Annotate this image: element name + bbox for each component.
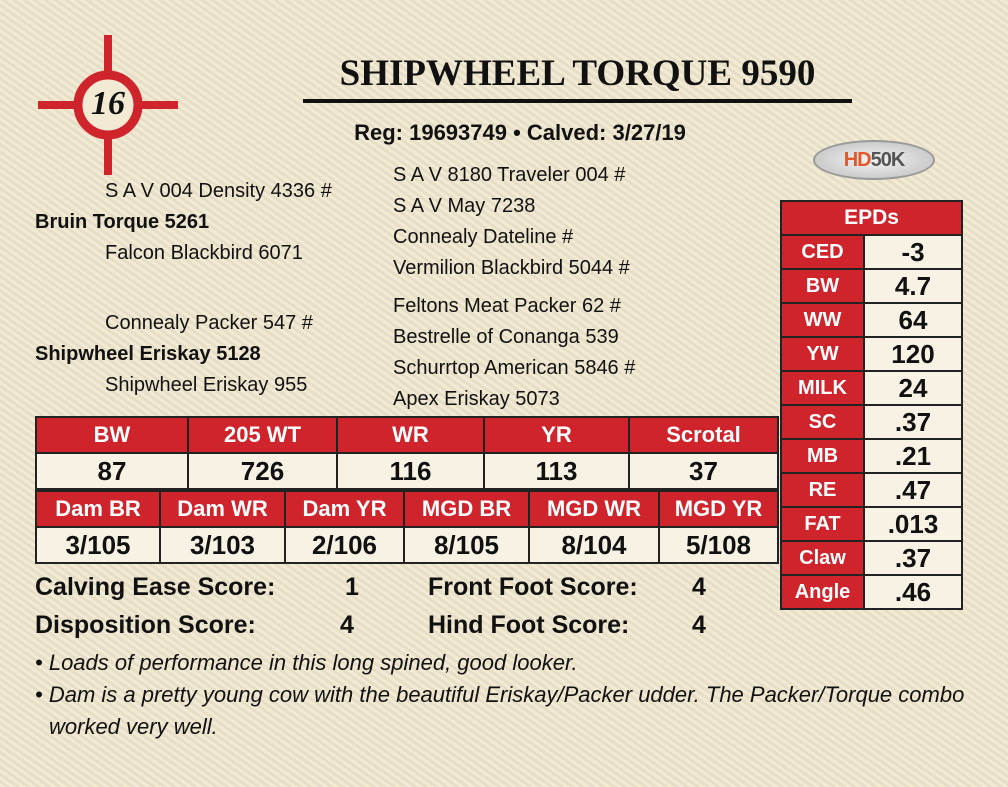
dam-perf-value: 5/108 (658, 526, 779, 564)
epd-row: Angle .46 (780, 574, 963, 610)
perf-value: 116 (336, 452, 485, 490)
animal-name: SHIPWHEEL TORQUE 9590 (303, 52, 852, 103)
epd-label: RE (780, 472, 865, 508)
dam-sire: Connealy Packer 547 # (105, 312, 313, 334)
dam-performance-table: Dam BR Dam WR Dam YR MGD BR MGD WR MGD YR 3/1… (35, 490, 779, 564)
epd-row: RE .47 (780, 472, 963, 508)
logo-text-hd: HD (843, 149, 872, 171)
note-1: • Loads of performance in this long spin… (35, 650, 578, 675)
note-text: Dam is a pretty young cow with the beaut… (48, 682, 965, 739)
performance-table: BW 205 WT WR YR Scrotal 87 726 116 113 37 (35, 416, 779, 490)
epd-value: .013 (863, 506, 963, 542)
epd-row: BW 4.7 (780, 268, 963, 304)
calving-ease-label: Calving Ease Score: (35, 573, 276, 601)
epd-row: Claw .37 (780, 540, 963, 576)
epd-row: CED -3 (780, 234, 963, 270)
epd-value: .46 (863, 574, 963, 610)
dam-perf-header: Dam YR (284, 490, 405, 528)
hind-foot-label: Hind Foot Score: (428, 611, 630, 639)
front-foot-score: 4 (692, 573, 706, 601)
dam-perf-header: MGD YR (658, 490, 779, 528)
epd-label: CED (780, 234, 865, 270)
sire-dam: Falcon Blackbird 6071 (105, 242, 303, 264)
sire-dam-sire: Connealy Dateline # (393, 226, 574, 248)
registration-line: Reg: 19693749 • Calved: 3/27/19 (354, 120, 686, 145)
epd-label: Angle (780, 574, 865, 610)
dam-perf-value: 3/105 (35, 526, 161, 564)
front-foot-label: Front Foot Score: (428, 573, 638, 601)
epd-table: EPDs CED -3 BW 4.7 WW 64 YW 120 MILK 24 SC .37 MB .21… (780, 200, 963, 610)
epd-value: .47 (863, 472, 963, 508)
epd-value: .37 (863, 404, 963, 440)
lot-number: 16 (91, 85, 125, 122)
epd-label: FAT (780, 506, 865, 542)
hind-foot-score: 4 (692, 611, 706, 639)
epd-label: WW (780, 302, 865, 338)
dam-perf-value: 2/106 (284, 526, 405, 564)
sire-sire-sire: S A V 8180 Traveler 004 # (393, 164, 626, 186)
perf-value: 37 (628, 452, 779, 490)
epd-title: EPDs (780, 200, 963, 236)
calving-ease-score: 1 (345, 573, 359, 601)
sire-sire: S A V 004 Density 4336 # (105, 180, 332, 202)
disposition-label: Disposition Score: (35, 611, 256, 639)
perf-value: 726 (187, 452, 338, 490)
epd-label: YW (780, 336, 865, 372)
hd50k-logo: HD50K (813, 140, 935, 180)
epd-row: YW 120 (780, 336, 963, 372)
note-2: • Dam is a pretty young cow with the bea… (35, 682, 965, 739)
dam-dam-sire: Schurrtop American 5846 # (393, 357, 636, 379)
dam-perf-header: MGD WR (528, 490, 660, 528)
epd-value: 24 (863, 370, 963, 406)
epd-label: Claw (780, 540, 865, 576)
epd-row: FAT .013 (780, 506, 963, 542)
perf-header: 205 WT (187, 416, 338, 454)
dam-perf-value: 3/103 (159, 526, 286, 564)
epd-value: 120 (863, 336, 963, 372)
dam-sire-sire: Feltons Meat Packer 62 # (393, 295, 621, 317)
epd-row: MILK 24 (780, 370, 963, 406)
dam-sire-dam: Bestrelle of Conanga 539 (393, 326, 619, 348)
sire-dam-dam: Vermilion Blackbird 5044 # (393, 257, 630, 279)
epd-row: SC .37 (780, 404, 963, 440)
note-text: Loads of performance in this long spined… (48, 650, 578, 675)
perf-value: 113 (483, 452, 630, 490)
dam-perf-value: 8/104 (528, 526, 660, 564)
epd-label: MB (780, 438, 865, 474)
logo-text-50k: 50K (870, 149, 906, 171)
epd-row: MB .21 (780, 438, 963, 474)
epd-label: MILK (780, 370, 865, 406)
perf-header: WR (336, 416, 485, 454)
crosshair-icon (38, 35, 178, 175)
dam-perf-header: Dam WR (159, 490, 286, 528)
epd-value: .37 (863, 540, 963, 576)
sire-sire-dam: S A V May 7238 (393, 195, 536, 217)
epd-value: -3 (863, 234, 963, 270)
epd-label: BW (780, 268, 865, 304)
epd-value: 64 (863, 302, 963, 338)
dam-perf-header: Dam BR (35, 490, 161, 528)
perf-value: 87 (35, 452, 189, 490)
epd-value: 4.7 (863, 268, 963, 304)
dam: Shipwheel Eriskay 5128 (35, 343, 261, 365)
dam-perf-header: MGD BR (403, 490, 530, 528)
dam-dam-dam: Apex Eriskay 5073 (393, 388, 560, 410)
sire: Bruin Torque 5261 (35, 211, 210, 233)
disposition-score: 4 (340, 611, 354, 639)
perf-header: BW (35, 416, 189, 454)
epd-row: WW 64 (780, 302, 963, 338)
epd-label: SC (780, 404, 865, 440)
dam-dam: Shipwheel Eriskay 955 (105, 374, 308, 396)
dam-perf-value: 8/105 (403, 526, 530, 564)
epd-value: .21 (863, 438, 963, 474)
perf-header: YR (483, 416, 630, 454)
lot-crosshair-badge: 16 (38, 35, 178, 175)
perf-header: Scrotal (628, 416, 779, 454)
